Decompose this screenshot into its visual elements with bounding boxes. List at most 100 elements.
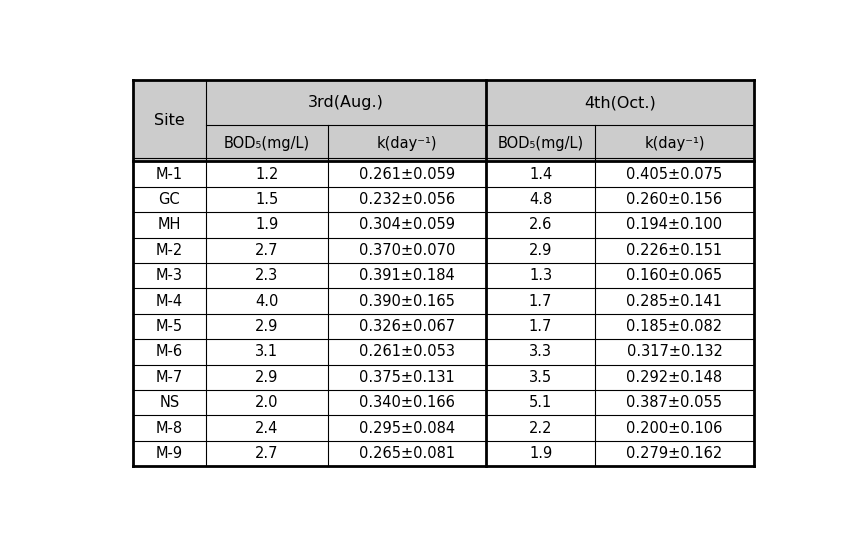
Text: 3.3: 3.3	[529, 344, 552, 359]
Text: 3.5: 3.5	[529, 370, 552, 385]
Text: 3rd(Aug.): 3rd(Aug.)	[308, 95, 384, 110]
Text: M-2: M-2	[156, 243, 183, 258]
Bar	[206, 441, 328, 466]
Bar	[206, 238, 328, 263]
Bar	[133, 390, 206, 415]
Text: 0.261±0.053: 0.261±0.053	[359, 344, 455, 359]
Bar	[596, 314, 754, 339]
Text: 0.260±0.156: 0.260±0.156	[626, 192, 722, 207]
Bar	[206, 365, 328, 390]
Text: 1.3: 1.3	[529, 268, 552, 283]
Bar	[596, 365, 754, 390]
Text: 0.326±0.067: 0.326±0.067	[359, 319, 455, 334]
Text: k(day⁻¹): k(day⁻¹)	[377, 135, 437, 150]
Text: 0.390±0.165: 0.390±0.165	[359, 294, 455, 309]
Text: 0.387±0.055: 0.387±0.055	[626, 395, 722, 410]
Text: 0.200±0.106: 0.200±0.106	[626, 421, 722, 435]
Bar	[133, 288, 206, 314]
Text: 1.9: 1.9	[255, 217, 279, 232]
Bar	[133, 238, 206, 263]
Bar	[596, 263, 754, 288]
Text: M-1: M-1	[156, 167, 183, 182]
Bar	[328, 238, 486, 263]
Bar	[206, 263, 328, 288]
Text: 1.5: 1.5	[255, 192, 279, 207]
Text: 0.285±0.141: 0.285±0.141	[626, 294, 722, 309]
Text: 2.6: 2.6	[529, 217, 552, 232]
Text: MH: MH	[158, 217, 181, 232]
Bar	[328, 212, 486, 238]
Text: 0.160±0.065: 0.160±0.065	[626, 268, 722, 283]
Bar	[596, 390, 754, 415]
Bar	[206, 288, 328, 314]
Text: 0.265±0.081: 0.265±0.081	[359, 446, 455, 461]
Bar	[328, 415, 486, 441]
Text: M-4: M-4	[156, 294, 183, 309]
Text: Site: Site	[154, 114, 185, 128]
Text: 0.370±0.070: 0.370±0.070	[359, 243, 455, 258]
Text: 4th(Oct.): 4th(Oct.)	[584, 95, 655, 110]
Text: M-3: M-3	[156, 268, 183, 283]
Bar	[596, 339, 754, 365]
Text: 3.1: 3.1	[256, 344, 279, 359]
Bar	[486, 288, 596, 314]
Bar	[486, 187, 596, 212]
Text: 0.232±0.056: 0.232±0.056	[359, 192, 455, 207]
Bar	[328, 263, 486, 288]
Text: GC: GC	[158, 192, 181, 207]
Text: 2.2: 2.2	[529, 421, 552, 435]
Text: M-9: M-9	[156, 446, 183, 461]
Text: 0.405±0.075: 0.405±0.075	[626, 167, 722, 182]
Bar	[206, 339, 328, 365]
Bar	[206, 161, 328, 187]
Bar	[133, 161, 206, 187]
Bar	[328, 441, 486, 466]
Bar	[133, 365, 206, 390]
Text: M-6: M-6	[156, 344, 183, 359]
Text: 0.261±0.059: 0.261±0.059	[359, 167, 455, 182]
Text: k(day⁻¹): k(day⁻¹)	[644, 135, 705, 150]
Text: 0.375±0.131: 0.375±0.131	[359, 370, 455, 385]
Bar	[328, 339, 486, 365]
Bar	[206, 80, 486, 125]
Text: 0.194±0.100: 0.194±0.100	[626, 217, 722, 232]
Text: 0.391±0.184: 0.391±0.184	[359, 268, 455, 283]
Bar	[206, 212, 328, 238]
Bar	[133, 441, 206, 466]
Bar	[596, 161, 754, 187]
Text: 0.317±0.132: 0.317±0.132	[626, 344, 722, 359]
Bar	[596, 415, 754, 441]
Text: 0.304±0.059: 0.304±0.059	[359, 217, 455, 232]
Bar	[206, 390, 328, 415]
Bar	[328, 314, 486, 339]
Text: 2.7: 2.7	[255, 243, 279, 258]
Bar	[486, 339, 596, 365]
Bar	[486, 441, 596, 466]
Bar	[133, 339, 206, 365]
Bar	[328, 288, 486, 314]
Text: 0.295±0.084: 0.295±0.084	[359, 421, 455, 435]
Bar	[328, 390, 486, 415]
Bar	[206, 187, 328, 212]
Bar	[596, 212, 754, 238]
Bar	[328, 125, 486, 161]
Bar	[486, 390, 596, 415]
Text: 1.4: 1.4	[529, 167, 552, 182]
Text: 0.340±0.166: 0.340±0.166	[359, 395, 455, 410]
Bar	[133, 314, 206, 339]
Text: 2.9: 2.9	[529, 243, 552, 258]
Text: BOD₅(mg/L): BOD₅(mg/L)	[498, 135, 584, 150]
Bar	[206, 314, 328, 339]
Text: 5.1: 5.1	[529, 395, 552, 410]
Text: 2.9: 2.9	[255, 370, 279, 385]
Bar	[133, 80, 206, 161]
Bar	[596, 288, 754, 314]
Bar	[596, 238, 754, 263]
Text: 0.185±0.082: 0.185±0.082	[626, 319, 722, 334]
Text: 1.7: 1.7	[529, 294, 552, 309]
Bar	[486, 314, 596, 339]
Text: M-7: M-7	[156, 370, 183, 385]
Text: NS: NS	[159, 395, 180, 410]
Bar	[328, 187, 486, 212]
Bar	[328, 365, 486, 390]
